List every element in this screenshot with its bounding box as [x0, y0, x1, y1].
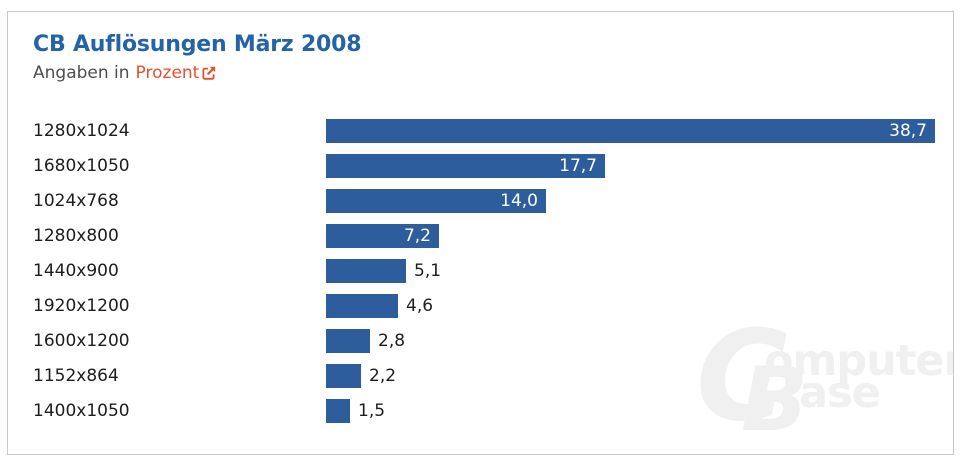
bar-track: 1,5 [326, 398, 953, 423]
chart-row: 1280x1024 38,7 [8, 113, 953, 148]
category-label: 1600x1200 [33, 330, 130, 351]
prozent-link[interactable]: Prozent [136, 63, 218, 83]
subtitle-prefix: Angaben in [33, 63, 130, 83]
bar [326, 363, 361, 388]
bar: 38,7 [326, 118, 935, 143]
bar [326, 258, 406, 283]
value-label: 1,5 [358, 400, 386, 421]
bar: 14,0 [326, 188, 546, 213]
category-label: 1280x800 [33, 225, 119, 246]
bar [326, 398, 350, 423]
bar: 7,2 [326, 223, 439, 248]
chart-row: 1280x800 7,2 [8, 218, 953, 253]
bar-track: 14,0 [326, 188, 953, 213]
chart-card: C omputer B ase CB Auflösungen März 2008… [7, 11, 954, 455]
external-link-icon [202, 66, 216, 80]
category-label: 1024x768 [33, 190, 119, 211]
value-label: 4,6 [406, 295, 434, 316]
bar-track: 4,6 [326, 293, 953, 318]
bar-track: 7,2 [326, 223, 953, 248]
prozent-link-label: Prozent [135, 63, 200, 83]
chart-subtitle: Angaben in Prozent [33, 63, 361, 83]
bar-track: 17,7 [326, 153, 953, 178]
chart-row: 1600x1200 2,8 [8, 323, 953, 358]
chart-row: 1440x900 5,1 [8, 253, 953, 288]
bar-chart: 1280x1024 38,7 1680x1050 17,7 1024x768 14,0 12… [8, 113, 953, 428]
chart-row: 1400x1050 1,5 [8, 393, 953, 428]
category-label: 1920x1200 [33, 295, 130, 316]
bar-track: 2,2 [326, 363, 953, 388]
chart-row: 1680x1050 17,7 [8, 148, 953, 183]
value-label: 14,0 [500, 190, 538, 211]
bar: 17,7 [326, 153, 605, 178]
value-label: 5,1 [414, 260, 442, 281]
bar-track: 2,8 [326, 328, 953, 353]
chart-row: 1024x768 14,0 [8, 183, 953, 218]
chart-row: 1152x864 2,2 [8, 358, 953, 393]
value-label: 17,7 [559, 155, 597, 176]
chart-row: 1920x1200 4,6 [8, 288, 953, 323]
category-label: 1400x1050 [33, 400, 130, 421]
value-label: 2,8 [378, 330, 406, 351]
chart-header: CB Auflösungen März 2008 Angaben in Proz… [33, 32, 362, 83]
category-label: 1152x864 [33, 365, 119, 386]
bar [326, 293, 398, 318]
chart-title: CB Auflösungen März 2008 [33, 32, 362, 57]
value-label: 2,2 [369, 365, 397, 386]
value-label: 7,2 [403, 225, 431, 246]
category-label: 1680x1050 [33, 155, 130, 176]
category-label: 1440x900 [33, 260, 119, 281]
bar [326, 328, 370, 353]
category-label: 1280x1024 [33, 120, 130, 141]
bar-track: 38,7 [326, 118, 953, 143]
value-label: 38,7 [889, 120, 927, 141]
bar-track: 5,1 [326, 258, 953, 283]
